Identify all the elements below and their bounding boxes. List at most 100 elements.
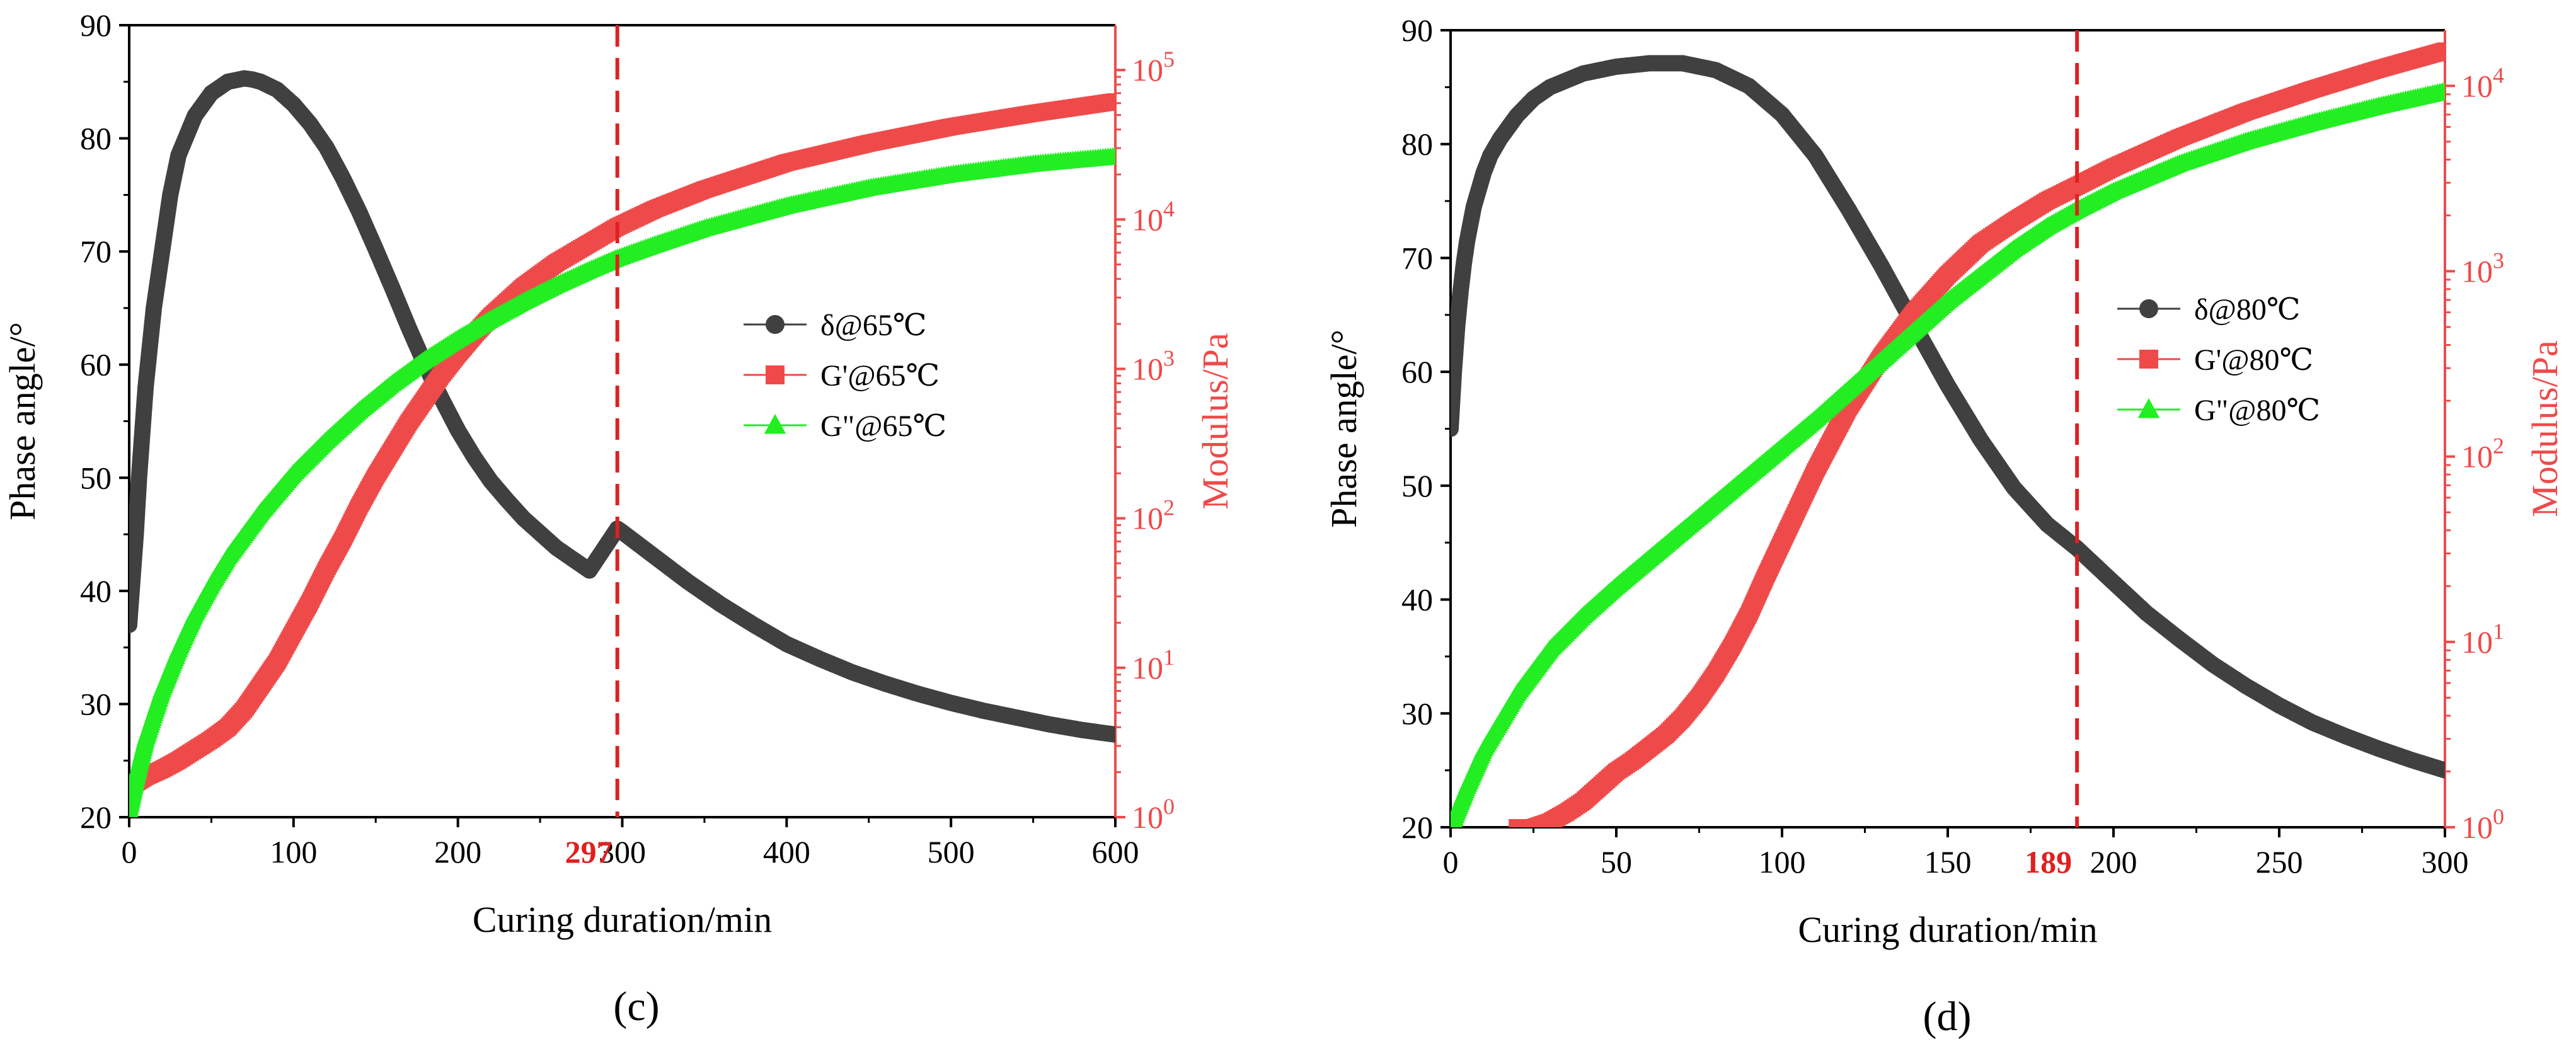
legend-marker [766, 315, 785, 334]
y-right-tick-label: 104 [2461, 62, 2504, 103]
x-tick-label: 150 [1924, 844, 1972, 880]
data-point [1107, 726, 1115, 743]
panel-label: (c) [613, 984, 659, 1030]
legend-entry: G"@80℃ [2194, 394, 2320, 427]
chart-panel-d: 0 50 100 150 200 250 3002030405060708090100101… [1323, 13, 2565, 1040]
y-right-tick-label: 105 [1132, 47, 1175, 88]
y-left-tick-label: 80 [1401, 127, 1433, 162]
y-right-tick-base: 10 [1132, 52, 1163, 88]
legend-entry: G"@65℃ [820, 410, 946, 443]
data-point [2437, 42, 2445, 59]
y-right-axis-title: Modulus/Pa [1195, 333, 1236, 509]
y-left-tick-label: 60 [80, 347, 112, 382]
x-tick-label: 100 [1759, 844, 1806, 880]
y-right-tick-base: 10 [2461, 624, 2493, 660]
x-tick-label: 0 [122, 834, 137, 869]
legend: δ@65℃ G'@65℃ G"@65℃ [744, 309, 946, 443]
y-left-tick-label: 90 [80, 8, 112, 43]
critical-time-label: 189 [2025, 844, 2072, 880]
y-left-axis-title: Phase angle/° [1323, 330, 1364, 528]
x-tick-label: 300 [2422, 844, 2469, 880]
y-right-tick-label: 100 [2461, 804, 2504, 845]
y-right-tick-base: 10 [1132, 501, 1163, 536]
y-left-tick-label: 60 [1401, 354, 1433, 389]
y-right-tick-label: 102 [2461, 433, 2504, 474]
legend-marker [2139, 350, 2158, 369]
y-left-tick-label: 40 [80, 573, 112, 609]
y-right-tick-label: 101 [1132, 645, 1175, 685]
legend-marker [764, 414, 786, 434]
plot-area [129, 70, 1115, 817]
y-right-tick-label: 101 [2461, 619, 2504, 660]
data-point [2435, 81, 2445, 99]
y-left-axis-title: Phase angle/° [2, 322, 43, 520]
critical-time-label: 297 [565, 834, 612, 869]
series-line [129, 100, 1115, 788]
y-left-tick-label: 40 [1401, 582, 1433, 617]
y-left-tick-label: 30 [1401, 696, 1433, 731]
y-right-tick-base: 10 [1132, 650, 1163, 685]
y-left-tick-label: 50 [1401, 468, 1433, 503]
x-tick-label: 250 [2256, 844, 2303, 880]
y-right-tick-exponent: 0 [1163, 794, 1175, 819]
y-right-tick-base: 10 [1132, 800, 1163, 835]
data-point [1106, 147, 1115, 164]
series-triangle [129, 147, 1115, 817]
y-right-tick-label: 104 [1132, 196, 1175, 237]
data-point [1107, 93, 1115, 110]
y-left-tick-label: 30 [80, 686, 112, 721]
y-right-tick-label: 103 [2461, 248, 2504, 289]
panel-label: (d) [1923, 994, 1972, 1040]
x-axis-title: Curing duration/min [473, 899, 772, 940]
legend-entry: δ@80℃ [2194, 293, 2301, 326]
y-right-tick-exponent: 2 [2493, 433, 2504, 459]
series-square [1509, 42, 2445, 827]
y-right-tick-base: 10 [2461, 68, 2493, 103]
y-right-tick-exponent: 0 [2493, 804, 2504, 829]
y-right-tick-base: 10 [2461, 810, 2493, 845]
series-circle [1451, 55, 2445, 779]
x-tick-label: 50 [1601, 844, 1632, 880]
legend-marker [2139, 299, 2158, 318]
y-right-tick-label: 100 [1132, 794, 1175, 835]
data-point [2437, 762, 2445, 779]
y-right-tick-exponent: 4 [2493, 62, 2504, 88]
x-tick-label: 100 [270, 834, 317, 869]
plot-area [1451, 42, 2445, 827]
x-axis-title: Curing duration/min [1798, 909, 2097, 950]
x-tick-label: 400 [763, 834, 810, 869]
y-right-tick-base: 10 [1132, 351, 1163, 386]
y-right-tick-exponent: 5 [1163, 47, 1175, 72]
y-left-tick-label: 20 [1401, 810, 1433, 845]
chart-panel-c: 0 100 200 300 400 500 600203040506070809010010… [2, 8, 1236, 1030]
x-tick-label: 600 [1092, 834, 1139, 869]
y-right-tick-exponent: 3 [1163, 345, 1175, 370]
y-right-axis-title: Modulus/Pa [2524, 340, 2565, 517]
y-left-tick-label: 70 [1401, 240, 1433, 275]
x-tick-label: 0 [1443, 844, 1459, 880]
legend-marker [2137, 398, 2160, 418]
y-left-tick-label: 70 [80, 234, 112, 269]
y-right-tick-label: 103 [1132, 345, 1175, 386]
y-left-tick-label: 80 [80, 121, 112, 156]
x-tick-label: 200 [434, 834, 481, 869]
legend: δ@80℃ G'@80℃ G"@80℃ [2117, 293, 2320, 427]
legend-entry: G'@65℃ [820, 359, 940, 393]
y-right-tick-base: 10 [1132, 202, 1163, 237]
y-right-tick-exponent: 2 [1163, 495, 1175, 520]
x-tick-label: 500 [928, 834, 975, 869]
y-right-tick-exponent: 1 [2493, 619, 2504, 644]
y-right-tick-base: 10 [2461, 439, 2493, 474]
series-triangle [1451, 81, 2445, 827]
legend-marker [766, 365, 785, 384]
x-tick-label: 300 [599, 834, 646, 869]
legend-entry: δ@65℃ [820, 309, 927, 342]
y-right-tick-base: 10 [2461, 253, 2493, 289]
x-tick-label: 200 [2090, 844, 2137, 880]
series-square [129, 93, 1115, 796]
legend-entry: G'@80℃ [2194, 343, 2313, 377]
y-right-tick-exponent: 3 [2493, 248, 2504, 273]
y-right-tick-exponent: 4 [1163, 196, 1175, 221]
series-circle [129, 70, 1115, 743]
